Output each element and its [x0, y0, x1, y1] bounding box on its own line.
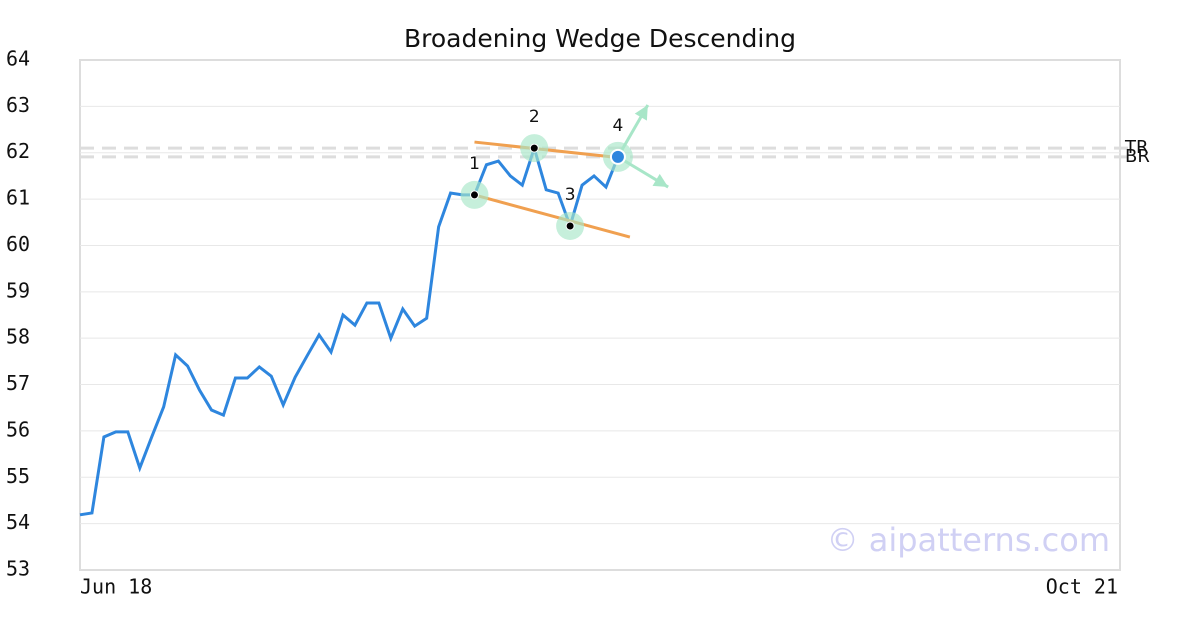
pivot-label: 4 [613, 116, 624, 136]
pivot-point [609, 148, 626, 165]
pivot-point [469, 190, 479, 200]
projection-arrowhead [634, 104, 648, 121]
y-tick-label: 57 [6, 371, 30, 395]
price-line [79, 142, 620, 517]
pivot-point [565, 221, 575, 231]
level-label: TR [1124, 137, 1149, 158]
y-tick-label: 62 [6, 139, 30, 163]
y-tick-label: 54 [6, 510, 30, 534]
level-label: BR [1125, 146, 1150, 167]
x-tick-label: Jun 18 [80, 575, 152, 599]
plot-frame [79, 59, 1121, 571]
y-tick-label: 56 [6, 417, 30, 441]
pivot-label: 1 [469, 154, 480, 174]
y-tick-label: 60 [6, 232, 30, 256]
x-tick-label: Oct 21 [1046, 575, 1118, 599]
pivot-point [529, 143, 539, 153]
y-tick-label: 59 [6, 278, 30, 302]
projection-arrowhead [652, 173, 669, 188]
watermark: © aipatterns.com [827, 521, 1110, 559]
y-tick-label: 64 [6, 47, 30, 71]
y-tick-label: 58 [6, 325, 30, 349]
y-tick-label: 63 [6, 93, 30, 117]
pivot-label: 2 [529, 107, 540, 127]
y-tick-label: 55 [6, 464, 30, 488]
trend-line [474, 193, 631, 239]
chart-title: Broadening Wedge Descending [404, 24, 796, 53]
y-tick-label: 61 [6, 186, 30, 210]
pivot-label: 3 [565, 185, 576, 205]
y-tick-label: 53 [6, 557, 30, 581]
